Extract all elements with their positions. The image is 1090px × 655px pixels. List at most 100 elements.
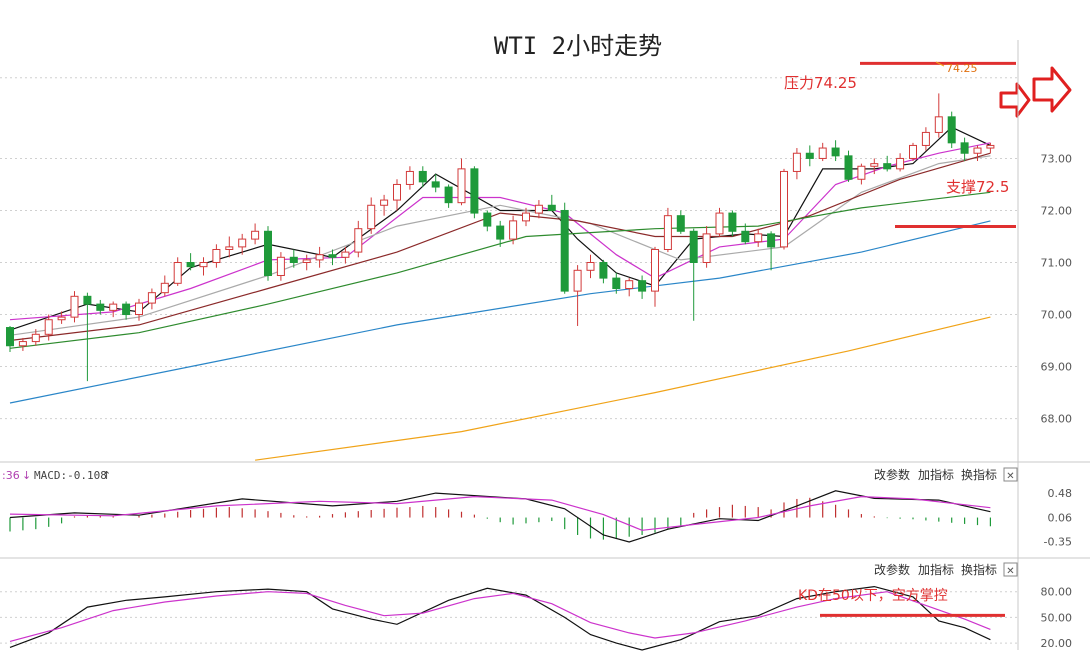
candle-body bbox=[663, 215, 672, 250]
candle-body bbox=[457, 168, 466, 204]
y-tick-label: 50.00 bbox=[1041, 611, 1073, 624]
candle-body bbox=[625, 280, 634, 290]
candle-body bbox=[225, 246, 234, 250]
arrow-up-icon: ↑ bbox=[102, 469, 111, 482]
change-params-button[interactable]: 改参数 bbox=[874, 562, 910, 577]
candle-body bbox=[896, 157, 905, 170]
candle-body bbox=[18, 341, 27, 347]
switch-indicator-button[interactable]: 换指标 bbox=[961, 562, 997, 577]
candle-body bbox=[289, 256, 298, 264]
ma-line-ma120 bbox=[9, 220, 991, 404]
candle-body bbox=[328, 254, 337, 258]
close-icon[interactable]: ✕ bbox=[1006, 471, 1014, 482]
candle-body bbox=[276, 256, 285, 277]
candle-body bbox=[702, 233, 711, 263]
macd-line-dea bbox=[9, 495, 991, 531]
arrow-icon bbox=[999, 82, 1031, 118]
candle-body bbox=[354, 228, 363, 253]
y-tick-label: 70.00 bbox=[1041, 309, 1073, 322]
candle-body bbox=[934, 116, 943, 133]
candle-body bbox=[251, 230, 260, 240]
y-tick-label: 69.00 bbox=[1041, 361, 1073, 374]
candle-body bbox=[264, 230, 272, 277]
candle-body bbox=[728, 212, 737, 232]
candle-body bbox=[651, 248, 659, 292]
candle-body bbox=[302, 259, 311, 264]
candle-body bbox=[883, 163, 892, 170]
candle-body bbox=[444, 186, 453, 204]
y-tick-label: -0.35 bbox=[1044, 535, 1072, 548]
candle-body bbox=[522, 212, 530, 222]
candle-body bbox=[418, 170, 427, 183]
candle-body bbox=[6, 327, 14, 347]
kd-annotation-label: KD在50以下，空方掌控 bbox=[798, 588, 948, 604]
candle-body bbox=[547, 204, 556, 211]
candle-body bbox=[57, 316, 66, 321]
kd-line-k bbox=[9, 585, 991, 651]
candle-body bbox=[754, 233, 763, 243]
kd-line-d bbox=[9, 591, 991, 642]
candle-body bbox=[470, 168, 479, 214]
candle-body bbox=[393, 183, 401, 201]
candle-body bbox=[676, 215, 685, 232]
candle-body bbox=[599, 262, 608, 279]
candle-body bbox=[135, 302, 143, 316]
y-tick-label: 68.00 bbox=[1041, 413, 1073, 426]
candle-body bbox=[612, 277, 621, 290]
y-tick-label: 0.48 bbox=[1048, 487, 1073, 500]
close-button[interactable] bbox=[1003, 467, 1018, 482]
macd-y-axis: 0.48 0.06 -0.35 bbox=[1044, 487, 1072, 548]
add-indicator-button[interactable]: 加指标 bbox=[918, 467, 954, 482]
ma-line-ma250 bbox=[255, 316, 991, 461]
candle-body bbox=[857, 165, 866, 180]
candle-body bbox=[560, 209, 569, 292]
candle-body bbox=[238, 238, 247, 248]
macd-histogram bbox=[9, 497, 992, 540]
arrow-icon bbox=[1032, 66, 1072, 113]
arrow-down-icon: ↓ bbox=[22, 469, 31, 482]
candle-body bbox=[315, 254, 324, 261]
switch-indicator-button[interactable]: 换指标 bbox=[961, 467, 997, 482]
high-marker-pointer bbox=[935, 61, 945, 67]
candle-body bbox=[947, 116, 956, 144]
candle-body bbox=[805, 152, 814, 159]
candle-body bbox=[986, 144, 995, 149]
candle-body bbox=[509, 220, 518, 240]
resistance-label: 压力74.25 bbox=[784, 74, 857, 92]
candle-body bbox=[767, 233, 776, 248]
close-button[interactable] bbox=[1003, 562, 1018, 577]
add-indicator-button[interactable]: 加指标 bbox=[918, 562, 954, 577]
y-tick-label: 80.00 bbox=[1041, 586, 1073, 599]
candle-body bbox=[844, 155, 853, 180]
candlesticks bbox=[6, 93, 995, 382]
candle-body bbox=[483, 212, 492, 227]
candle-body bbox=[341, 251, 350, 258]
candle-body bbox=[160, 282, 169, 294]
close-icon[interactable]: ✕ bbox=[1006, 566, 1014, 577]
moving-average-lines bbox=[9, 126, 991, 461]
candle-body bbox=[31, 333, 40, 343]
candle-body bbox=[741, 230, 750, 243]
candle-body bbox=[96, 303, 105, 311]
candle-body bbox=[831, 147, 840, 157]
candle-body bbox=[909, 144, 917, 159]
candle-body bbox=[921, 131, 930, 146]
resistance-annotation: 压力74.25 74.25 bbox=[784, 61, 1016, 92]
macd-header: :36 ↓ MACD:-0.108 ↑ bbox=[2, 469, 111, 482]
y-tick-label: 71.00 bbox=[1041, 257, 1073, 270]
macd-toolbar: 改参数 加指标 换指标 ✕ bbox=[874, 467, 1018, 482]
y-tick-label: 0.06 bbox=[1048, 512, 1073, 525]
change-params-button[interactable]: 改参数 bbox=[874, 467, 910, 482]
y-tick-label: 73.00 bbox=[1041, 152, 1073, 165]
main-grid bbox=[0, 77, 1018, 420]
candle-body bbox=[70, 295, 79, 318]
candle-body bbox=[186, 262, 195, 268]
candle-body bbox=[212, 248, 221, 263]
candle-body bbox=[431, 181, 440, 188]
candle-body bbox=[83, 295, 92, 305]
candle-body bbox=[405, 170, 414, 185]
macd-line-dif bbox=[9, 490, 991, 543]
candle-body bbox=[199, 262, 208, 268]
support-label: 支撑72.5 bbox=[946, 178, 1009, 196]
